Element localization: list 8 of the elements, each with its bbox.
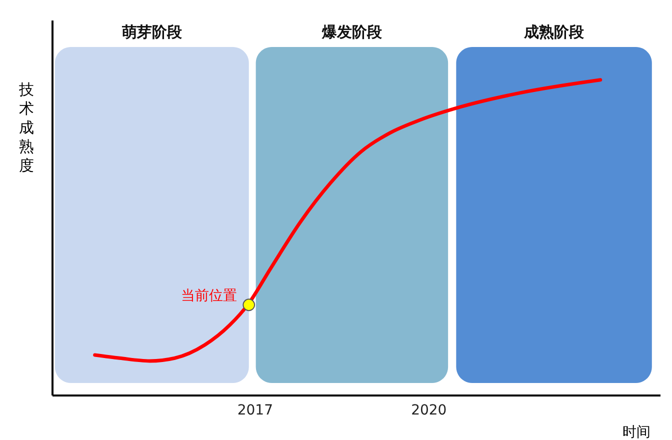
y-axis-title: 技术成熟度 bbox=[18, 80, 34, 174]
band-label: 爆发阶段 bbox=[320, 23, 383, 41]
band-label: 萌芽阶段 bbox=[120, 23, 183, 41]
annotation: 当前位置 bbox=[180, 288, 237, 304]
band-label: 成熟阶段 bbox=[523, 23, 586, 41]
x-tick-label: 2020 bbox=[411, 402, 447, 418]
x-tick-label: 2017 bbox=[237, 402, 273, 418]
x-axis-title: 时间 bbox=[622, 424, 650, 440]
